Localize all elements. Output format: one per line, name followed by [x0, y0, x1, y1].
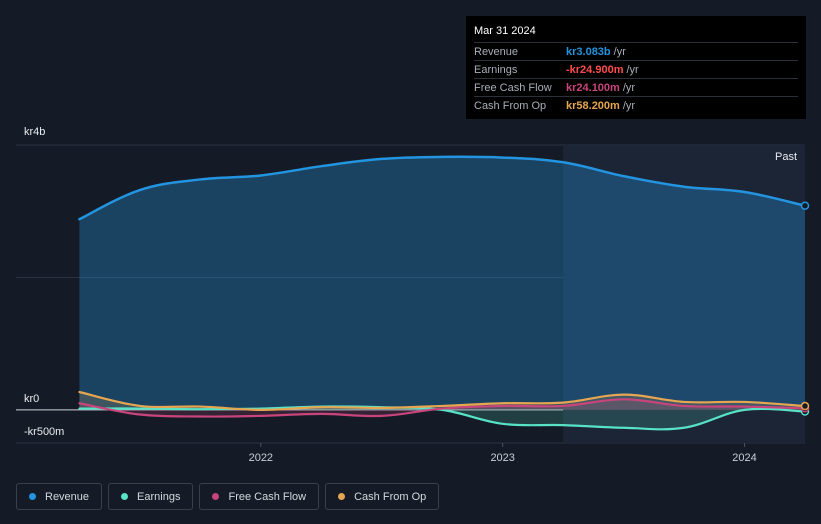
y-tick-label: -kr500m [24, 426, 64, 438]
x-tick-label: 2023 [490, 452, 514, 464]
end-marker-cash-from-op [800, 401, 810, 411]
y-tick-label: kr0 [24, 393, 39, 405]
tooltip-row-revenue: Revenue kr3.083b /yr [474, 42, 798, 60]
line-free-cash-flow [78, 398, 807, 418]
x-tick-label: 2022 [249, 452, 273, 464]
area-earnings [79, 406, 805, 430]
tooltip-label: Cash From Op [474, 99, 547, 112]
tooltip-unit: /yr [626, 63, 639, 76]
tooltip-label: Earnings [474, 63, 518, 76]
x-tick-label: 2024 [732, 452, 756, 464]
area-revenue [79, 156, 805, 410]
tooltip-unit: /yr [622, 81, 636, 94]
tooltip-row-earnings: Earnings -kr24.900m /yr [474, 60, 798, 78]
tooltip-value: kr58.200m [566, 99, 620, 112]
tooltip-value: kr3.083b [566, 45, 611, 58]
legend-dot-icon [338, 493, 346, 500]
tooltip-panel: Mar 31 2024 Revenue kr3.083b /yr Earning… [466, 16, 806, 119]
tooltip-row-cash-from-op: Cash From Op kr58.200m /yr [474, 96, 798, 114]
legend-label: Earnings [137, 490, 181, 503]
line-cash-from-op [78, 390, 807, 411]
series-lines [78, 155, 807, 431]
end-markers [800, 201, 810, 416]
legend-label: Revenue [45, 490, 90, 503]
past-region: Past [563, 145, 805, 443]
y-tick-label: kr4b [24, 126, 45, 138]
area-cash-from-op [79, 392, 805, 410]
area-free-cash-flow [79, 399, 805, 417]
legend-label: Cash From Op [354, 490, 427, 503]
tooltip-unit: /yr [622, 99, 636, 112]
series-areas [79, 156, 805, 430]
tooltip-label: Free Cash Flow [474, 81, 552, 94]
tooltip-row-free-cash-flow: Free Cash Flow kr24.100m /yr [474, 78, 798, 96]
past-label: Past [775, 151, 797, 163]
legend-label: Free Cash Flow [228, 490, 307, 503]
tooltip-label: Revenue [474, 45, 519, 58]
past-region-shade [563, 145, 805, 443]
legend-item-earnings[interactable]: Earnings [108, 483, 194, 510]
y-axis-labels: kr4b kr0 -kr500m [24, 126, 64, 438]
legend-item-revenue[interactable]: Revenue [16, 483, 103, 510]
legend: Revenue Earnings Free Cash Flow Cash Fro… [16, 483, 440, 510]
legend-dot-icon [121, 493, 129, 500]
x-axis-labels: 2022 2023 2024 [249, 443, 757, 464]
end-marker-revenue [800, 201, 810, 210]
line-earnings [78, 405, 807, 431]
tooltip-date: Mar 31 2024 [474, 25, 536, 37]
legend-dot-icon [29, 493, 36, 500]
tooltip-value: kr24.100m [566, 81, 620, 94]
tooltip-unit: /yr [613, 45, 626, 58]
legend-dot-icon [212, 493, 220, 500]
legend-item-cash-from-op[interactable]: Cash From Op [325, 483, 440, 510]
legend-item-free-cash-flow[interactable]: Free Cash Flow [199, 483, 320, 510]
tooltip-value: -kr24.900m [566, 63, 624, 76]
line-revenue [78, 155, 807, 221]
